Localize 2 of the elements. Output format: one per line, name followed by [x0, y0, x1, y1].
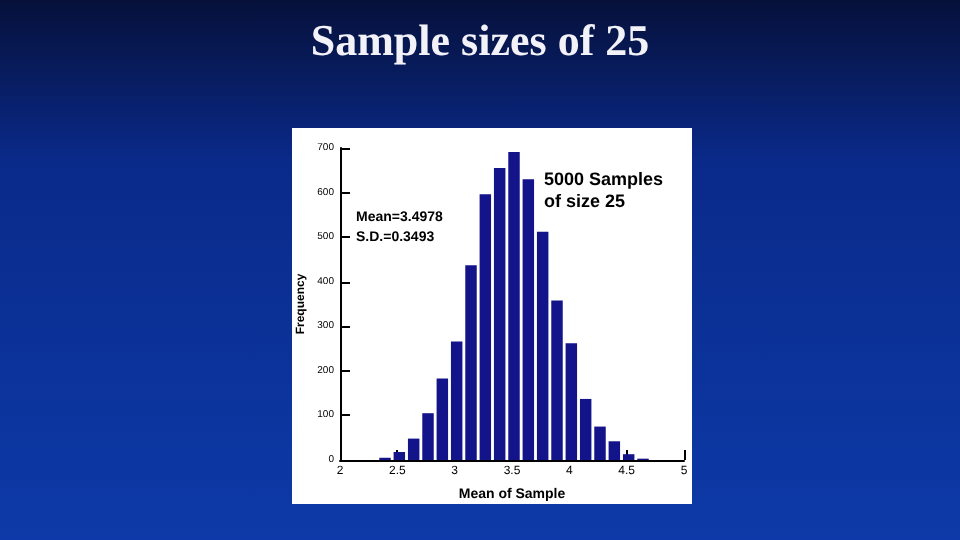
chart-title: Sample sizes of 25 [310, 15, 650, 65]
annotation: 5000 Samples of size 25 [544, 169, 664, 211]
